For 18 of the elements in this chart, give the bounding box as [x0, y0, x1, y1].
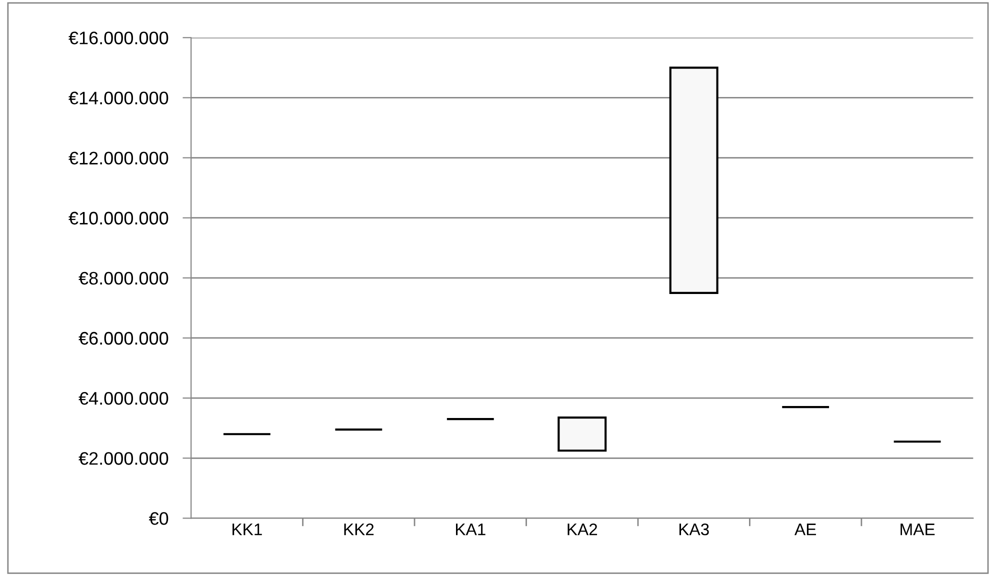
y-tick-label: €14.000.000 [68, 92, 168, 104]
y-tick-label: €4.000.000 [78, 392, 168, 405]
x-tick-label: KA1 [456, 524, 486, 536]
x-tick-label: KA2 [568, 524, 598, 536]
bar [558, 416, 607, 452]
y-tick-label: €2.000.000 [78, 452, 168, 465]
x-tick-label: KA3 [679, 524, 709, 536]
x-tick-label: KK1 [232, 524, 262, 536]
x-tick-label: AE [794, 524, 816, 536]
y-tick-label: €12.000.000 [68, 152, 168, 164]
y-tick-label: €8.000.000 [78, 272, 168, 285]
y-tick-label: €0 [148, 512, 168, 525]
y-tick-label: €10.000.000 [68, 212, 168, 225]
bar [669, 66, 718, 294]
y-tick-label: €6.000.000 [78, 332, 168, 345]
x-tick-label: KK2 [344, 524, 374, 536]
x-tick-label: MAE [900, 524, 935, 536]
y-tick-label: €16.000.000 [68, 32, 168, 44]
